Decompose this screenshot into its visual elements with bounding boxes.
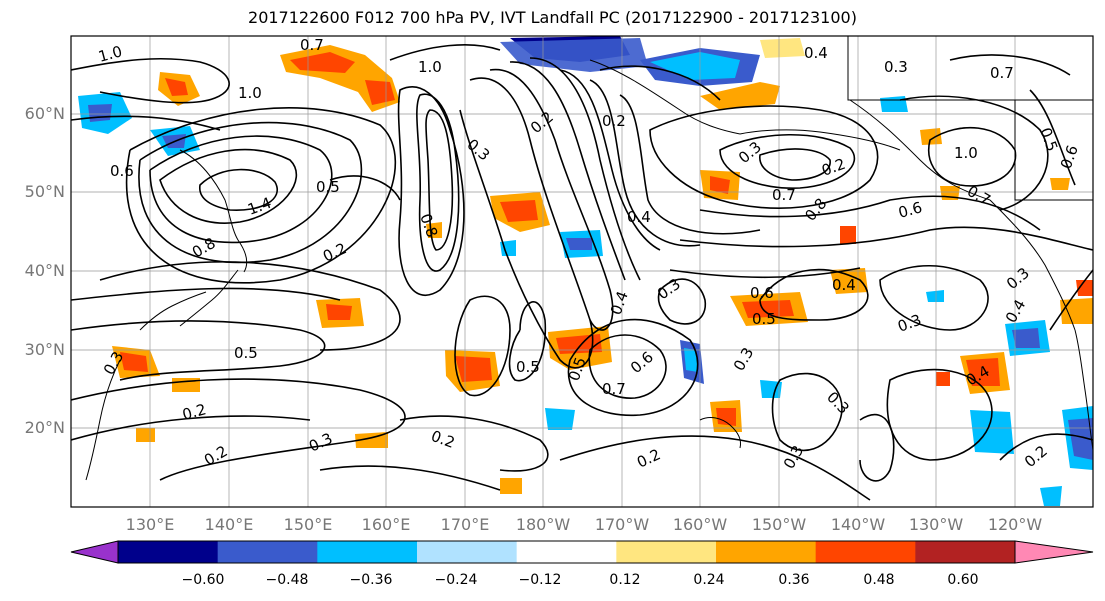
colorbar-tick-label: −0.24: [434, 572, 478, 588]
contour-label: 0.3: [823, 388, 853, 418]
lat-label: 30°N: [24, 340, 65, 359]
contour-label: 0.3: [895, 311, 924, 336]
contour-label: 0.6: [627, 348, 657, 377]
colorbar-extend-low: [70, 540, 119, 564]
contour-label: 0.2: [429, 427, 458, 452]
contour-label: 0.3: [306, 429, 335, 455]
lon-label: 120°W: [987, 515, 1043, 534]
lon-label: 130°W: [908, 515, 964, 534]
colorbar-tick-label: −0.36: [349, 572, 393, 588]
contour-label: 0.2: [320, 239, 349, 265]
contour-label: 0.4: [804, 44, 828, 62]
contour-label: 0.6: [110, 162, 134, 180]
contour-label: 0.4: [627, 208, 651, 226]
lon-label: 170°E: [440, 515, 490, 534]
lat-label: 60°N: [24, 104, 65, 123]
contour-label: 0.5: [234, 344, 258, 362]
lon-label: 160°E: [361, 515, 411, 534]
contour-label: 0.6: [750, 284, 774, 302]
contour-label: 0.2: [1021, 442, 1051, 471]
colorbar-tick-label: −0.12: [518, 572, 562, 588]
colorbar-tick-label: 0.36: [778, 572, 810, 588]
colorbar-tick-label: 0.12: [609, 572, 641, 588]
lon-label: 130°E: [125, 515, 175, 534]
colorbar-tick-label: −0.48: [265, 572, 309, 588]
colorbar-cell: [118, 541, 219, 563]
contour-label: 1.0: [96, 42, 124, 66]
lon-label: 180°W: [515, 515, 571, 534]
colorbar-cell: [915, 541, 1016, 563]
contour-label: 0.3: [730, 344, 758, 374]
colorbar-cell: [516, 541, 617, 563]
contour-label: 1.0: [418, 58, 442, 76]
map-frame: [70, 35, 1094, 508]
contour-label: 0.2: [634, 445, 663, 471]
contour-label: 0.7: [990, 64, 1014, 82]
gridlines: [71, 36, 1093, 507]
contour-label: 0.3: [1003, 264, 1033, 293]
contour-label: 0.4: [1002, 296, 1030, 326]
contour-label: 0.5: [1036, 125, 1061, 154]
lon-label: 160°W: [672, 515, 728, 534]
lon-label: 140°E: [204, 515, 254, 534]
contour-label: 0.5: [752, 310, 776, 328]
lat-label: 40°N: [24, 261, 65, 280]
contour-label: 0.3: [884, 58, 908, 76]
colorbar-cell: [217, 541, 318, 563]
colorbar-tick-label: 0.48: [863, 572, 895, 588]
contour-label: 1.0: [238, 84, 262, 102]
contour-label: 0.5: [516, 358, 540, 376]
lat-label: 50°N: [24, 182, 65, 201]
lon-label: 150°E: [283, 515, 333, 534]
colorbar-tick-label: 0.60: [947, 572, 979, 588]
colorbar-tick-label: 0.24: [693, 572, 725, 588]
contour-label: 0.7: [602, 380, 626, 398]
colorbar-tick-label: −0.60: [181, 572, 225, 588]
lat-label: 20°N: [24, 418, 65, 437]
colorbar-cell: [616, 541, 717, 563]
colorbar-cell: [716, 541, 817, 563]
colorbar-cell: [317, 541, 418, 563]
contour-label: 1.4: [245, 194, 274, 219]
colorbar-cell: [815, 541, 916, 563]
map-title: 2017122600 F012 700 hPa PV, IVT Landfall…: [248, 8, 857, 27]
contour-label: 0.2: [180, 400, 208, 424]
lon-label: 170°W: [594, 515, 650, 534]
lon-label: 150°W: [751, 515, 807, 534]
contour-label: 0.5: [316, 178, 340, 196]
pv-contours: [71, 44, 1093, 501]
contour-label: 0.7: [772, 186, 796, 204]
colorbar: [70, 540, 1094, 564]
lon-label: 140°W: [830, 515, 886, 534]
contour-label: 0.7: [300, 36, 324, 54]
contour-label: 0.4: [832, 276, 856, 294]
contour-label: 0.8: [801, 195, 830, 225]
contour-label: 1.0: [954, 144, 978, 162]
coastlines: [85, 36, 1093, 481]
contour-label: 0.3: [780, 442, 808, 472]
contour-label: 0.6: [896, 198, 924, 222]
contour-label: 0.2: [602, 112, 626, 130]
colorbar-cell: [417, 541, 518, 563]
contour-label: 0.8: [189, 234, 219, 262]
contour-label: 0.2: [819, 155, 848, 180]
colorbar-extend-high: [1014, 540, 1094, 564]
